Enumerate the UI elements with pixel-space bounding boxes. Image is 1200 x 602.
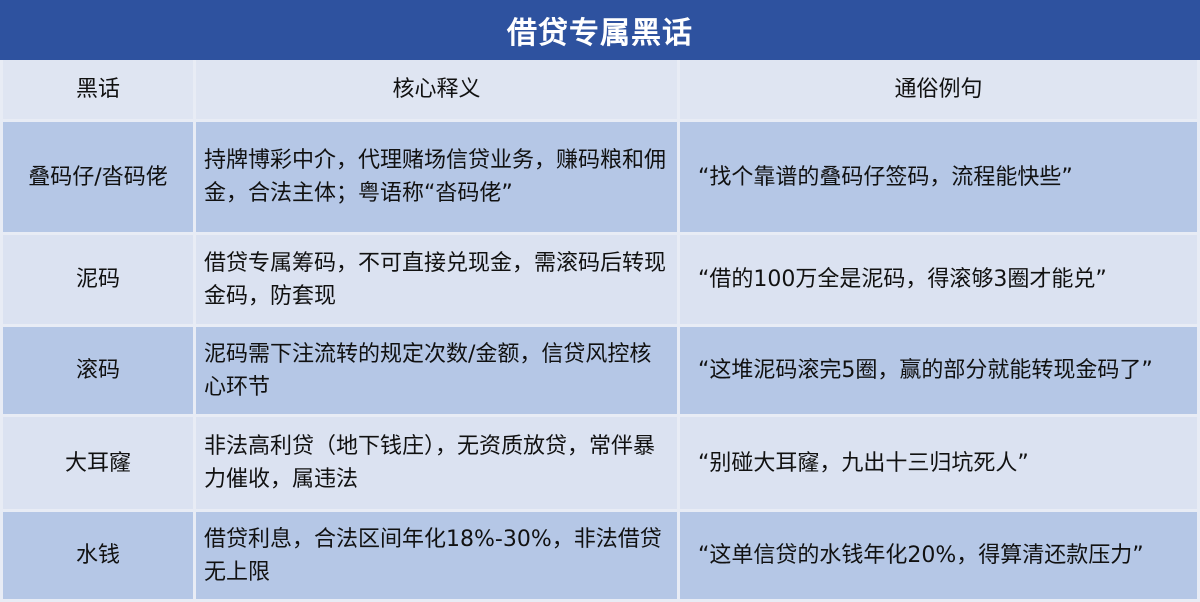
term-cell: 泥码 [0, 232, 196, 327]
definition-cell: 持牌博彩中介，代理赌场信贷业务，赚码粮和佣金，合法主体；粤语称“沓码佬” [193, 119, 680, 235]
example-cell: “别碰大耳窿，九出十三归坑死人” [677, 414, 1200, 512]
table-row: 大耳窿 非法高利贷（地下钱庄），无资质放贷，常伴暴力催收，属违法 “别碰大耳窿，… [0, 414, 1200, 512]
term-cell: 滚码 [0, 324, 196, 417]
table-title: 借贷专属黑话 [0, 0, 1200, 60]
term-cell: 大耳窿 [0, 414, 196, 512]
term-cell: 叠码仔/沓码佬 [0, 119, 196, 235]
example-cell: “这单信贷的水钱年化20%，得算清还款压力” [677, 509, 1200, 602]
slang-table: 黑话 核心释义 通俗例句 叠码仔/沓码佬 持牌博彩中介，代理赌场信贷业务，赚码粮… [0, 60, 1200, 602]
column-header-definition: 核心释义 [193, 60, 680, 122]
definition-cell: 泥码需下注流转的规定次数/金额，信贷风控核心环节 [193, 324, 680, 417]
definition-cell: 借贷利息，合法区间年化18%-30%，非法借贷无上限 [193, 509, 680, 602]
table-row: 水钱 借贷利息，合法区间年化18%-30%，非法借贷无上限 “这单信贷的水钱年化… [0, 509, 1200, 602]
definition-cell: 非法高利贷（地下钱庄），无资质放贷，常伴暴力催收，属违法 [193, 414, 680, 512]
column-header-term: 黑话 [0, 60, 196, 122]
definition-cell: 借贷专属筹码，不可直接兑现金，需滚码后转现金码，防套现 [193, 232, 680, 327]
table-row: 泥码 借贷专属筹码，不可直接兑现金，需滚码后转现金码，防套现 “借的100万全是… [0, 232, 1200, 327]
header-row: 黑话 核心释义 通俗例句 [0, 60, 1200, 122]
table-row: 叠码仔/沓码佬 持牌博彩中介，代理赌场信贷业务，赚码粮和佣金，合法主体；粤语称“… [0, 119, 1200, 235]
example-cell: “找个靠谱的叠码仔签码，流程能快些” [677, 119, 1200, 235]
example-cell: “借的100万全是泥码，得滚够3圈才能兑” [677, 232, 1200, 327]
example-cell: “这堆泥码滚完5圈，赢的部分就能转现金码了” [677, 324, 1200, 417]
term-cell: 水钱 [0, 509, 196, 602]
table-row: 滚码 泥码需下注流转的规定次数/金额，信贷风控核心环节 “这堆泥码滚完5圈，赢的… [0, 324, 1200, 417]
column-header-example: 通俗例句 [677, 60, 1200, 122]
